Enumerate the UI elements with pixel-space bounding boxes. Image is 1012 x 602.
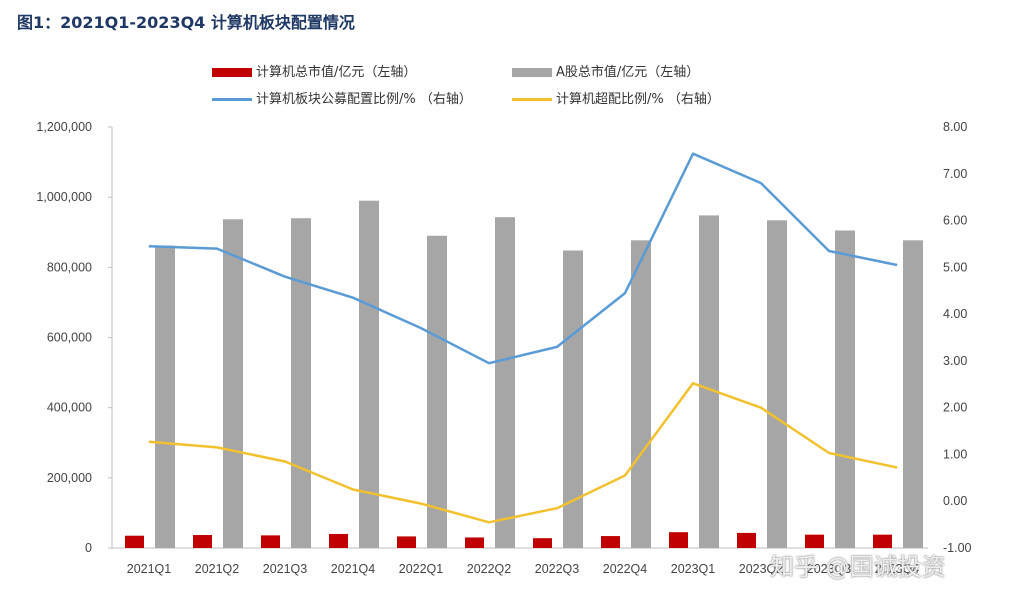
figure-title: 图1：2021Q1-2023Q4 计算机板块配置情况 — [17, 13, 355, 32]
bar-a-share-mv — [223, 219, 243, 548]
legend-computer-mv: 计算机总市值/亿元（左轴） — [212, 61, 416, 80]
line-fund-alloc-point — [216, 248, 218, 250]
legend-label-fund-alloc: 计算机板块公募配置比例/% （右轴） — [256, 92, 472, 107]
left-axis-tick-label: 200,000 — [47, 471, 92, 485]
bar-a-share-mv — [291, 218, 311, 548]
bar-a-share-mv — [767, 220, 787, 549]
right-axis-tick-label: 5.00 — [943, 260, 967, 274]
line-fund-alloc-point — [556, 346, 558, 348]
left-axis-tick-label: 600,000 — [47, 331, 92, 345]
line-fund-alloc-point — [148, 245, 150, 247]
x-axis-tick-label: 2022Q4 — [603, 562, 648, 576]
line-fund-alloc-point — [896, 264, 898, 266]
right-axis-tick-label: 0.00 — [943, 494, 967, 508]
bar-a-share-mv — [155, 245, 175, 548]
line-fund-alloc-point — [488, 362, 490, 364]
line-fund-alloc-point — [284, 276, 286, 278]
line-fund-alloc-point — [624, 292, 626, 294]
legend-label-over-alloc: 计算机超配比例/% （右轴） — [556, 92, 720, 107]
x-axis-tick-label: 2022Q2 — [467, 562, 512, 576]
legend-swatch-fund-alloc — [212, 98, 252, 101]
line-fund-alloc-point — [828, 250, 830, 252]
x-axis-tick-label: 2022Q3 — [535, 562, 580, 576]
bar-computer-mv — [533, 538, 552, 548]
legend-swatch-over-alloc — [512, 98, 552, 101]
line-over-alloc-point — [148, 441, 150, 443]
x-axis-tick-label: 2021Q1 — [127, 562, 172, 576]
line-over-alloc-point — [828, 452, 830, 454]
bar-a-share-mv — [631, 240, 651, 549]
line-over-alloc-point — [216, 446, 218, 448]
legend-over-alloc: 计算机超配比例/% （右轴） — [512, 88, 720, 107]
line-fund-alloc-point — [760, 182, 762, 184]
left-axis-tick-label: 800,000 — [47, 260, 92, 274]
bar-a-share-mv — [359, 200, 379, 549]
x-axis-tick-label: 2021Q2 — [195, 562, 240, 576]
bar-computer-mv — [465, 537, 484, 548]
legend-label-a-share-mv: A股总市值/亿元（左轴） — [556, 65, 700, 80]
line-fund-alloc — [148, 152, 898, 365]
line-over-alloc-point — [896, 467, 898, 469]
x-axis-tick-label: 2023Q3 — [807, 562, 852, 576]
line-over-alloc-point — [352, 489, 354, 491]
line-over-alloc-point — [284, 460, 286, 462]
right-axis-tick-label: 6.00 — [943, 214, 967, 228]
line-fund-alloc-point — [420, 327, 422, 329]
bar-a-share-mv — [699, 215, 719, 548]
bar-a-share-mv — [495, 217, 515, 548]
right-axis-tick-label: 2.00 — [943, 401, 967, 415]
legend-a-share-mv: A股总市值/亿元（左轴） — [512, 61, 699, 80]
line-fund-alloc-point — [692, 153, 694, 155]
bar-computer-mv — [397, 536, 416, 548]
legend-label-computer-mv: 计算机总市值/亿元（左轴） — [256, 65, 417, 80]
line-over-alloc-point — [692, 382, 694, 384]
bar-a-share-mv — [835, 230, 855, 548]
right-axis-tick-label: 1.00 — [943, 447, 967, 461]
bar-computer-mv — [261, 535, 280, 548]
x-axis-tick-label: 2022Q1 — [399, 562, 444, 576]
line-over-alloc-point — [488, 521, 490, 523]
left-axis-tick-label: 0 — [85, 541, 92, 555]
bar-computer-mv — [873, 534, 892, 548]
bar-computer-mv — [669, 532, 688, 548]
bar-computer-mv — [329, 533, 348, 548]
right-axis-tick-label: 4.00 — [943, 307, 967, 321]
line-fund-alloc-point — [352, 297, 354, 299]
legend-swatch-a-share-mv — [512, 68, 552, 77]
legend-swatch-computer-mv — [212, 68, 252, 77]
watermark-text: 知乎 @国诚投资 — [770, 553, 946, 581]
right-axis-tick-label: 7.00 — [943, 167, 967, 181]
bar-a-share-mv — [563, 250, 583, 548]
bar-computer-mv — [193, 535, 212, 548]
x-axis-tick-label: 2021Q4 — [331, 562, 376, 576]
line-over-alloc-point — [420, 503, 422, 505]
x-axis-tick-label: 2023Q2 — [739, 562, 784, 576]
bar-computer-mv — [805, 534, 824, 548]
right-axis-tick-label: -1.00 — [943, 541, 972, 555]
right-axis-tick-label: 3.00 — [943, 354, 967, 368]
line-over-alloc-point — [760, 407, 762, 409]
bar-a-share-mv — [903, 240, 923, 549]
bar-computer-mv — [125, 535, 144, 548]
line-over-alloc-point — [624, 474, 626, 476]
bar-computer-mv — [737, 532, 756, 548]
left-axis-tick-label: 400,000 — [47, 401, 92, 415]
line-over-alloc — [148, 382, 898, 524]
right-axis-tick-label: 8.00 — [943, 120, 967, 134]
legend-fund-alloc: 计算机板块公募配置比例/% （右轴） — [212, 88, 472, 107]
left-axis-tick-label: 1,000,000 — [36, 190, 92, 204]
bar-a-share-mv — [427, 235, 447, 548]
x-axis-tick-label: 2021Q3 — [263, 562, 308, 576]
line-over-alloc-point — [556, 507, 558, 509]
x-axis-tick-label: 2023Q1 — [671, 562, 716, 576]
left-axis-tick-label: 1,200,000 — [36, 120, 92, 134]
bar-computer-mv — [601, 536, 620, 548]
x-axis-tick-label: 2023Q4 — [875, 562, 920, 576]
